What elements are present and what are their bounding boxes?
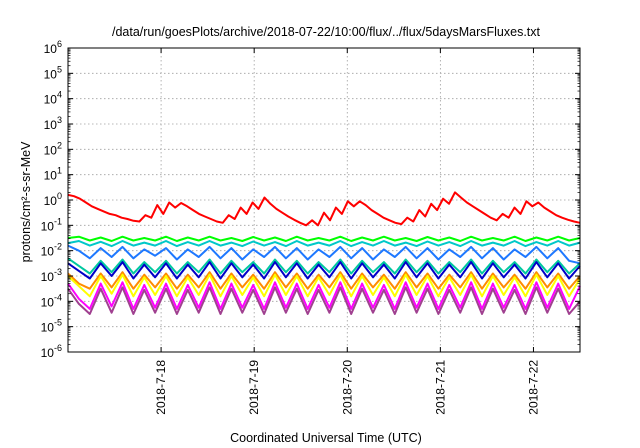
series-layer <box>67 191 581 315</box>
axes: 10-6 10-5 10-4 10-3 10-2 10-1 100 101 102 103 104 1… <box>41 39 581 415</box>
series-line <box>67 257 581 275</box>
x-tick-label: 2018-7-19 <box>247 360 261 415</box>
y-tick-label: 105 <box>44 64 62 81</box>
series-line <box>67 240 581 248</box>
y-tick-label: 104 <box>44 90 62 107</box>
y-tick-label: 101 <box>44 166 62 183</box>
series-line <box>67 235 581 242</box>
y-tick-label: 10-4 <box>41 292 62 309</box>
series-line <box>67 271 581 290</box>
x-tick-label: 2018-7-22 <box>526 360 540 415</box>
y-tick-label: 103 <box>44 115 62 132</box>
series-line <box>67 244 581 265</box>
y-tick-label: 10-5 <box>41 318 62 335</box>
x-tick-label: 2018-7-18 <box>154 360 168 415</box>
y-tick-label: 10-1 <box>41 216 62 233</box>
series-line <box>67 281 581 310</box>
x-axis-label: Coordinated Universal Time (UTC) <box>230 431 422 445</box>
y-tick-label: 10-3 <box>41 267 62 284</box>
y-tick-label: 10-2 <box>41 242 62 259</box>
plot-frame <box>67 47 581 353</box>
y-tick-label: 100 <box>44 191 62 208</box>
x-tick-label: 2018-7-20 <box>340 360 354 415</box>
y-tick-label: 106 <box>44 39 62 56</box>
x-tick-label: 2018-7-21 <box>433 360 447 415</box>
y-tick-label: 102 <box>44 140 62 157</box>
y-tick-label: 10-6 <box>41 343 62 360</box>
chart-title: /data/run/goesPlots/archive/2018-07-22/1… <box>112 25 541 39</box>
series-line <box>67 286 581 315</box>
series-line <box>67 261 581 280</box>
y-axis-label: protons/cm²-s-sr-MeV <box>19 141 33 263</box>
series-line <box>67 191 581 227</box>
series-line <box>67 273 581 298</box>
